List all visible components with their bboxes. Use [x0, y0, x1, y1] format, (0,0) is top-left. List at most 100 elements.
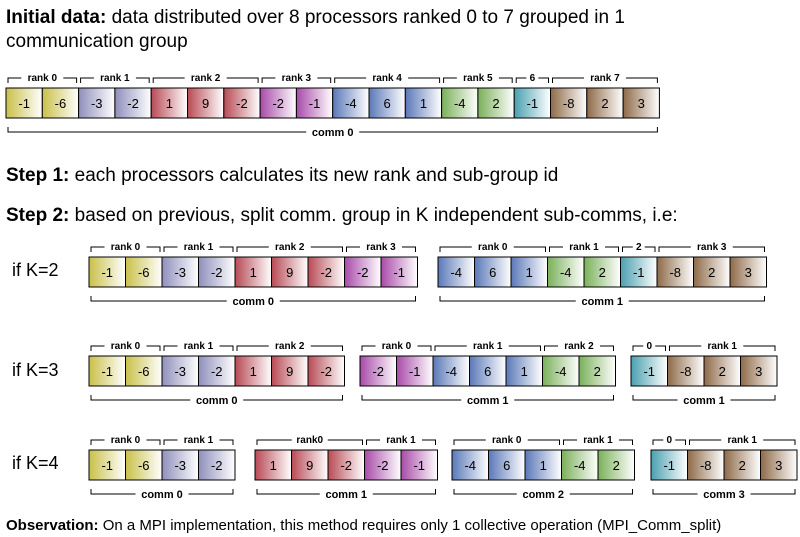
- data-cell: [723, 449, 761, 481]
- cell-value: 3: [775, 458, 782, 473]
- data-cell: [161, 256, 199, 288]
- rank-bracket: [236, 246, 269, 252]
- rank-bracket: [655, 345, 666, 351]
- data-cell: [542, 355, 580, 387]
- cell-value: 2: [719, 364, 726, 379]
- data-cell: [150, 87, 188, 119]
- cell-value: -6: [138, 265, 150, 280]
- data-cell: [524, 449, 562, 481]
- data-cell: [667, 355, 705, 387]
- data-cell: [125, 449, 163, 481]
- cell-value: -3: [174, 458, 186, 473]
- rank-bracket: [226, 77, 259, 83]
- rank-bracket: [346, 246, 360, 252]
- cell-value: -2: [377, 458, 389, 473]
- data-cell: [687, 449, 725, 481]
- data-cell: [161, 449, 199, 481]
- data-cell: [364, 449, 402, 481]
- data-cell: [368, 87, 406, 119]
- rank-bracket: [417, 345, 432, 351]
- rank-bracket: [152, 77, 185, 83]
- cell-value: -4: [345, 96, 357, 111]
- cell-value: -4: [574, 458, 586, 473]
- cell-value: 2: [613, 458, 620, 473]
- comm-bracket: [453, 489, 517, 495]
- cell-value: -1: [409, 364, 421, 379]
- cell-value: 3: [638, 96, 645, 111]
- rank-bracket: [366, 439, 380, 445]
- rank-label: rank 1: [583, 435, 613, 446]
- rank-bracket: [675, 439, 686, 445]
- cell-value: -8: [563, 96, 575, 111]
- data-cell: [693, 256, 731, 288]
- data-cell: [740, 355, 778, 387]
- rank-bracket: [334, 77, 367, 83]
- cell-value: -2: [211, 265, 223, 280]
- rank-label: rank 0: [111, 341, 141, 352]
- rank-label: rank 2: [191, 73, 221, 84]
- cell-value: -4: [454, 96, 466, 111]
- rank-bracket: [327, 439, 363, 445]
- rank-bracket: [732, 246, 765, 252]
- data-cell: [187, 87, 225, 119]
- cell-value: 9: [286, 364, 293, 379]
- rank-bracket: [443, 77, 457, 83]
- data-cell: [307, 355, 345, 387]
- rank-bracket: [434, 345, 467, 351]
- step-1: Step 1: each processors calculates its n…: [6, 164, 558, 187]
- rank-bracket: [422, 439, 436, 445]
- comm-label: comm 1: [683, 395, 725, 407]
- cell-value: 6: [489, 265, 496, 280]
- rank-label: rank 1: [728, 435, 758, 446]
- comm-bracket: [372, 489, 436, 495]
- data-cell: [223, 87, 261, 119]
- rank-label: rank 3: [697, 242, 727, 253]
- comm-bracket: [632, 395, 678, 401]
- intro-line-2: communication group: [6, 31, 188, 52]
- rank-bracket: [549, 246, 563, 252]
- cell-value: 9: [306, 458, 313, 473]
- comm-label: comm 0: [312, 127, 354, 139]
- rank-bracket: [256, 439, 292, 445]
- data-cell: [125, 355, 163, 387]
- cell-value: -2: [357, 265, 369, 280]
- data-cell: [597, 449, 635, 481]
- cell-value: -8: [669, 265, 681, 280]
- comm-bracket: [359, 127, 658, 133]
- cell-value: -4: [555, 364, 567, 379]
- cell-value: 6: [384, 96, 391, 111]
- rank-label: 2: [636, 242, 642, 253]
- rank-bracket: [219, 345, 234, 351]
- rank-bracket: [236, 345, 269, 351]
- rank-label: rank 1: [473, 341, 503, 352]
- cell-value: -8: [680, 364, 692, 379]
- rank-bracket: [310, 246, 343, 252]
- data-cell: [578, 355, 616, 387]
- rank-bracket: [743, 345, 776, 351]
- cell-value: 2: [739, 458, 746, 473]
- cell-value: 3: [755, 364, 762, 379]
- cell-value: -4: [450, 265, 462, 280]
- comm-bracket: [256, 489, 320, 495]
- rank-bracket: [453, 439, 486, 445]
- rank-label: rank 1: [100, 73, 130, 84]
- rank-bracket: [658, 246, 691, 252]
- rank-label: rank 4: [372, 73, 402, 84]
- rank-bracket: [538, 77, 549, 83]
- comm-bracket: [279, 296, 416, 302]
- cell-value: 1: [420, 96, 427, 111]
- cell-value: 2: [594, 364, 601, 379]
- cell-value: 1: [521, 364, 528, 379]
- rank-bracket: [619, 439, 633, 445]
- comm-bracket: [90, 489, 136, 495]
- data-cell: [622, 87, 660, 119]
- data-cell: [88, 449, 126, 481]
- rank-label: rank 1: [184, 242, 214, 253]
- data-cell: [295, 87, 334, 119]
- data-cell: [327, 449, 365, 481]
- data-cell: [488, 449, 526, 481]
- cell-value: 1: [250, 265, 257, 280]
- rank-bracket: [402, 246, 416, 252]
- data-cell: [78, 87, 116, 119]
- step-2: Step 2: based on previous, split comm. g…: [6, 204, 678, 227]
